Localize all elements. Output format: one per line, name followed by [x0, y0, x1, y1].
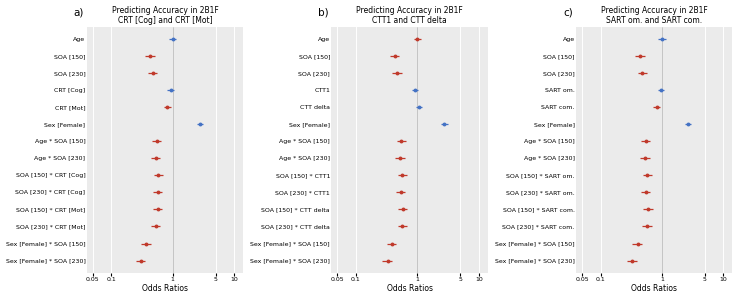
Text: b): b) [317, 7, 328, 18]
X-axis label: Odds Ratios: Odds Ratios [387, 284, 432, 293]
Title: Predicting Accuracy in 2B1F
SART om. and SART com.: Predicting Accuracy in 2B1F SART om. and… [601, 6, 708, 25]
Title: Predicting Accuracy in 2B1F
CRT [Cog] and CRT [Mot]: Predicting Accuracy in 2B1F CRT [Cog] an… [111, 6, 218, 25]
Text: a): a) [73, 7, 83, 18]
Title: Predicting Accuracy in 2B1F
CTT1 and CTT delta: Predicting Accuracy in 2B1F CTT1 and CTT… [356, 6, 463, 25]
Text: c): c) [563, 7, 573, 18]
X-axis label: Odds Ratios: Odds Ratios [631, 284, 677, 293]
X-axis label: Odds Ratios: Odds Ratios [142, 284, 188, 293]
